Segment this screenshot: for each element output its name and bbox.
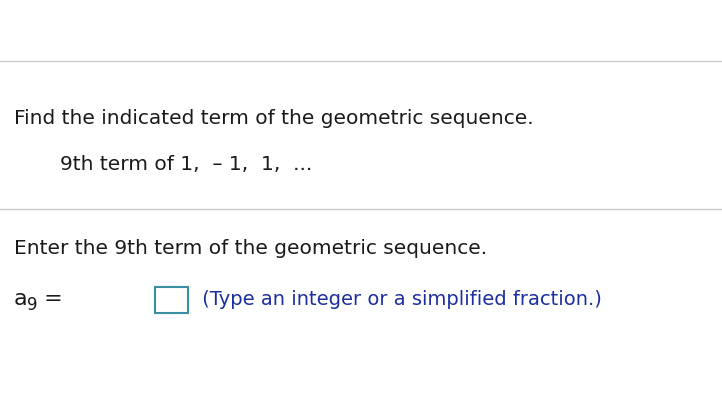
Text: (Type an integer or a simplified fraction.): (Type an integer or a simplified fractio… xyxy=(196,289,602,308)
Text: 9th term of 1,  – 1,  1,  ...: 9th term of 1, – 1, 1, ... xyxy=(60,155,312,174)
Text: a: a xyxy=(14,288,27,308)
Text: 9: 9 xyxy=(27,295,38,313)
Text: Enter the 9th term of the geometric sequence.: Enter the 9th term of the geometric sequ… xyxy=(14,238,487,257)
Text: Find the indicated term of the geometric sequence.: Find the indicated term of the geometric… xyxy=(14,108,534,127)
Text: =: = xyxy=(37,288,63,308)
FancyBboxPatch shape xyxy=(155,287,188,313)
